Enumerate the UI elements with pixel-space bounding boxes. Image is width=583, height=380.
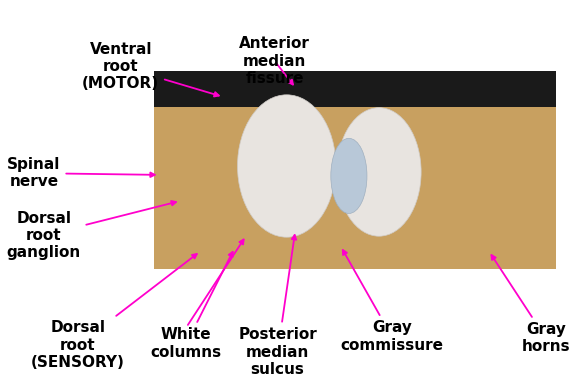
Ellipse shape bbox=[331, 138, 367, 214]
Text: Gray
commissure: Gray commissure bbox=[340, 250, 443, 353]
Text: White
columns: White columns bbox=[151, 252, 233, 359]
Bar bbox=[154, 71, 556, 269]
Text: Posterior
median
sulcus: Posterior median sulcus bbox=[238, 235, 317, 377]
Ellipse shape bbox=[237, 95, 336, 237]
Text: Dorsal
root
(SENSORY): Dorsal root (SENSORY) bbox=[31, 254, 197, 370]
Text: Dorsal
root
ganglion: Dorsal root ganglion bbox=[6, 201, 176, 260]
Text: Anterior
median
fissure: Anterior median fissure bbox=[240, 36, 310, 86]
Text: Spinal
nerve: Spinal nerve bbox=[7, 157, 154, 189]
Bar bbox=[154, 71, 556, 107]
Ellipse shape bbox=[337, 108, 421, 236]
Text: Ventral
root
(MOTOR): Ventral root (MOTOR) bbox=[82, 41, 219, 97]
Text: Gray
horns: Gray horns bbox=[491, 255, 570, 355]
